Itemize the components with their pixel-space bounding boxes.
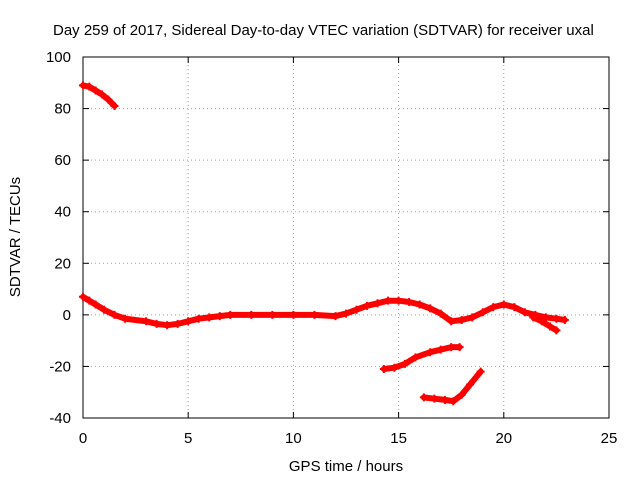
data-point [100, 305, 109, 314]
data-point [91, 86, 100, 95]
data-point [510, 303, 519, 312]
data-point [455, 343, 464, 352]
data-point [457, 316, 466, 325]
data-point [426, 304, 435, 313]
plot-frame [82, 56, 610, 419]
tick-layer: 0 5 10 15 20 25 -40 -20 0 20 40 60 80 100 [46, 49, 617, 447]
data-point [152, 319, 161, 328]
data-point [363, 301, 372, 310]
data-point [373, 299, 382, 308]
data-point [440, 395, 449, 404]
x-tick-label: 0 [79, 430, 87, 447]
x-tick-label: 25 [601, 430, 618, 447]
data-point [449, 397, 458, 406]
data-point [205, 313, 214, 322]
data-point [247, 310, 256, 319]
data-point [110, 310, 119, 319]
data-point [546, 322, 555, 331]
data-point [499, 300, 508, 309]
data-point [91, 300, 100, 309]
data-point [85, 82, 94, 91]
data-point [79, 81, 87, 90]
data-point [537, 317, 546, 326]
data-point [331, 312, 340, 321]
chart-title: Day 259 of 2017, Sidereal Day-to-day VTE… [53, 22, 594, 39]
x-axis-label: GPS time / hours [289, 458, 403, 475]
data-point [184, 317, 193, 326]
data-point [552, 314, 561, 323]
data-point [226, 310, 235, 319]
data-point [436, 309, 445, 318]
data-point [173, 319, 182, 328]
data-point [142, 317, 151, 326]
series-arc-5 [420, 368, 484, 405]
data-point [520, 308, 529, 317]
data-point [466, 380, 475, 389]
x-tick-label: 20 [495, 430, 512, 447]
data-point [478, 308, 487, 317]
data-point [268, 310, 277, 319]
data-point [419, 393, 428, 402]
data-point [97, 90, 106, 99]
data-point [379, 365, 388, 374]
x-tick-label: 15 [390, 430, 407, 447]
data-point [552, 326, 561, 335]
data-point [411, 353, 420, 362]
data-point [394, 296, 403, 305]
y-tick-label: -40 [49, 410, 71, 427]
data-point [310, 310, 319, 319]
data-point [390, 363, 399, 372]
data-point [426, 348, 435, 357]
data-point [468, 313, 477, 322]
data-point [447, 343, 456, 352]
y-tick-label: -20 [49, 358, 71, 375]
data-point [541, 313, 550, 322]
series-layer [79, 81, 569, 406]
x-tick-label: 5 [184, 430, 192, 447]
data-point [436, 345, 445, 354]
y-axis-label: SDTVAR / TECUs [7, 177, 24, 297]
data-point [447, 317, 456, 326]
grid-layer [83, 57, 609, 418]
data-point [121, 314, 130, 323]
series-arc-1 [80, 82, 118, 109]
data-point [489, 303, 498, 312]
data-point [289, 310, 298, 319]
data-point [194, 314, 203, 323]
data-point [560, 316, 569, 325]
data-point [400, 359, 409, 368]
data-point [415, 300, 424, 309]
series-arc-3 [530, 314, 560, 334]
data-point [85, 296, 94, 305]
y-tick-label: 0 [63, 307, 71, 324]
x-tick-label: 10 [285, 430, 302, 447]
data-point [529, 313, 538, 322]
data-point [104, 95, 113, 104]
data-point [352, 305, 361, 314]
data-point [79, 292, 87, 301]
y-tick-label: 20 [54, 255, 71, 272]
y-tick-label: 100 [46, 49, 71, 66]
data-point [405, 297, 414, 306]
y-tick-label: 40 [54, 204, 71, 221]
data-point [215, 312, 224, 321]
data-point [110, 101, 119, 110]
y-tick-label: 80 [54, 101, 71, 118]
data-point [476, 367, 485, 376]
data-point [342, 309, 350, 318]
data-point [457, 390, 466, 399]
y-tick-label: 60 [54, 152, 71, 169]
data-point [430, 394, 439, 403]
data-point [384, 296, 393, 305]
data-point [163, 321, 172, 330]
